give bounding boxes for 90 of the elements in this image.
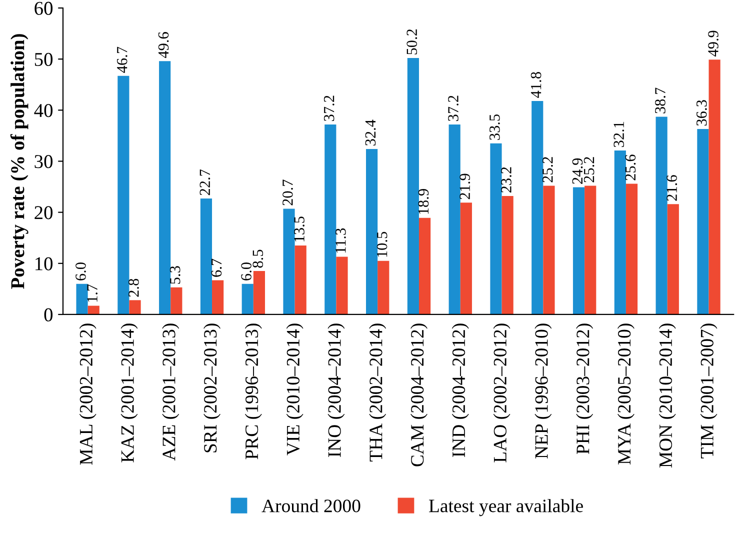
bar <box>324 124 336 314</box>
bar <box>118 76 130 314</box>
bar <box>88 306 100 314</box>
bar <box>572 187 585 314</box>
data-label: 33.5 <box>490 114 500 140</box>
data-label: 50.2 <box>406 29 418 54</box>
x-tick-label: INO (2004–2014) <box>328 324 345 457</box>
bar <box>283 208 295 314</box>
y-tick-label: 30 <box>34 155 53 168</box>
x-tick-label: IND (2004–2012) <box>452 324 469 457</box>
x-tick-label: TIM (2001–2007) <box>700 324 718 458</box>
data-label: 32.1 <box>614 122 624 147</box>
data-label: 5.3 <box>170 266 180 284</box>
bar <box>543 186 555 314</box>
x-tick-label: MAL (2002–2012) <box>79 324 96 465</box>
data-label: 37.2 <box>324 96 334 121</box>
data-label: 37.2 <box>448 96 458 121</box>
data-label: 25.2 <box>542 157 553 182</box>
bar <box>532 100 544 314</box>
data-label: 49.9 <box>708 30 718 57</box>
x-tick-label: SRI (2002–2013) <box>204 324 221 452</box>
data-label: 1.7 <box>87 284 98 302</box>
bar <box>129 300 141 314</box>
bar <box>159 61 171 314</box>
x-tick-label: MON (2010–2014) <box>658 324 676 468</box>
data-label: 22.7 <box>200 169 210 196</box>
bar <box>460 202 472 314</box>
bar <box>366 148 378 314</box>
legend-label: Latest year available <box>429 499 583 516</box>
data-label: 21.9 <box>460 174 470 200</box>
y-axis-title: Poverty rate (% of population) <box>10 34 28 289</box>
y-tick-label: 60 <box>34 2 53 15</box>
bar <box>200 198 212 314</box>
data-label: 38.7 <box>655 88 666 114</box>
data-label: 11.3 <box>336 228 346 253</box>
x-tick-label: NEP (1996–2010) <box>534 324 552 459</box>
bar <box>242 284 254 314</box>
bar <box>448 124 460 314</box>
bar <box>502 196 514 314</box>
data-label: 41.8 <box>530 72 542 98</box>
y-tick-label: 20 <box>34 206 53 220</box>
data-label: 6.0 <box>241 262 252 280</box>
data-label: 32.4 <box>365 120 376 146</box>
data-label: 23.2 <box>501 167 512 193</box>
x-tick-label: THA (2002–2014) <box>369 324 386 462</box>
bar <box>490 143 502 314</box>
data-label: 24.9 <box>572 158 583 184</box>
bar <box>656 116 668 314</box>
x-tick-label: CAM (2004–2012) <box>410 324 428 466</box>
x-tick-label: PRC (1996–2013) <box>244 324 262 460</box>
bar <box>626 184 638 314</box>
bar <box>418 218 431 314</box>
bar <box>708 60 720 314</box>
bar <box>614 150 626 314</box>
bar <box>336 256 348 314</box>
data-label: 18.9 <box>418 189 429 214</box>
bar <box>170 287 182 314</box>
x-tick-label: AZE (2001–2013) <box>162 324 180 461</box>
y-tick-label: 10 <box>36 257 53 270</box>
x-tick-label: PHI (2003–2012) <box>576 324 594 454</box>
data-label: 20.7 <box>282 180 293 206</box>
data-label: 25.2 <box>584 157 594 182</box>
data-label: 10.5 <box>376 232 388 257</box>
bar <box>294 246 306 314</box>
x-tick-label: VIE (2010–2014) <box>286 324 304 456</box>
bar <box>407 58 419 314</box>
bar <box>584 186 596 314</box>
x-tick-label: KAZ (2001–2014) <box>120 324 138 462</box>
bar <box>212 280 224 314</box>
x-tick-label: MYA (2005–2010) <box>617 324 634 464</box>
data-label: 2.8 <box>128 278 139 297</box>
bar <box>667 204 679 314</box>
y-tick-label: 0 <box>44 308 53 322</box>
data-label: 13.5 <box>294 216 304 242</box>
y-tick-label: 40 <box>34 104 53 118</box>
data-label: 36.3 <box>696 100 707 126</box>
data-label: 49.6 <box>158 32 169 58</box>
legend-label: Around 2000 <box>262 499 360 512</box>
y-tick-label: 50 <box>34 52 53 66</box>
bar <box>253 271 265 314</box>
data-label: 46.7 <box>116 46 128 73</box>
data-label: 8.5 <box>252 250 264 268</box>
bar <box>378 260 390 314</box>
data-label: 6.7 <box>211 258 222 277</box>
x-tick-label: LAO (2002–2012) <box>493 324 510 462</box>
data-label: 6.0 <box>76 262 86 280</box>
data-label: 25.6 <box>625 154 636 180</box>
bar <box>697 129 709 314</box>
bar <box>76 284 88 314</box>
data-label: 21.6 <box>666 175 678 201</box>
